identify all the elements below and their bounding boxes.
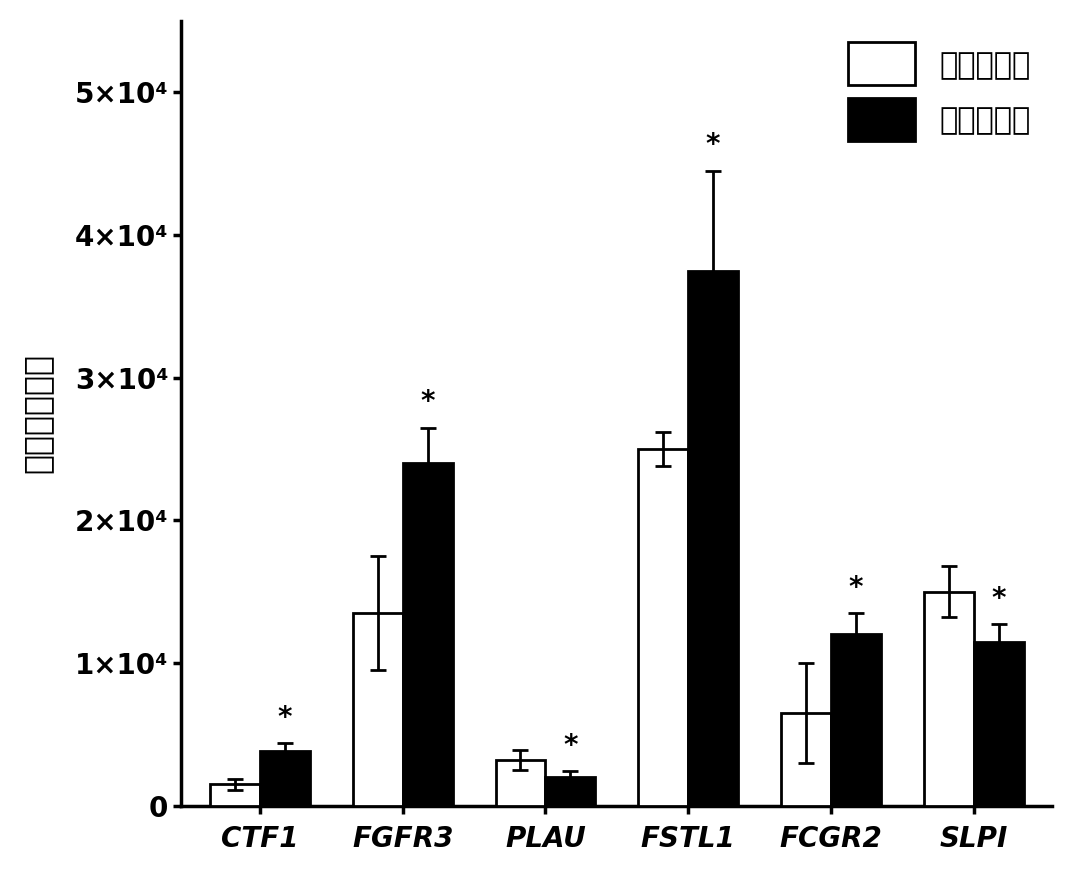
Y-axis label: 检测限号强度: 检测限号强度 bbox=[20, 353, 54, 474]
Legend: 存活组照前, 存活组照后: 存活组照前, 存活组照后 bbox=[836, 30, 1043, 153]
Text: *: * bbox=[706, 131, 720, 159]
Bar bbox=[496, 760, 545, 806]
Text: *: * bbox=[421, 388, 435, 416]
Text: *: * bbox=[563, 732, 577, 760]
Bar bbox=[973, 642, 1024, 806]
Bar bbox=[638, 449, 688, 806]
Bar bbox=[210, 784, 260, 806]
Bar bbox=[831, 635, 881, 806]
Text: *: * bbox=[849, 573, 863, 601]
Bar bbox=[924, 592, 973, 806]
Text: *: * bbox=[991, 585, 1005, 613]
Bar bbox=[353, 613, 402, 806]
Bar bbox=[688, 271, 738, 806]
Bar bbox=[781, 713, 831, 806]
Text: *: * bbox=[278, 704, 292, 732]
Bar bbox=[260, 752, 310, 806]
Bar bbox=[402, 463, 453, 806]
Bar bbox=[545, 777, 596, 806]
